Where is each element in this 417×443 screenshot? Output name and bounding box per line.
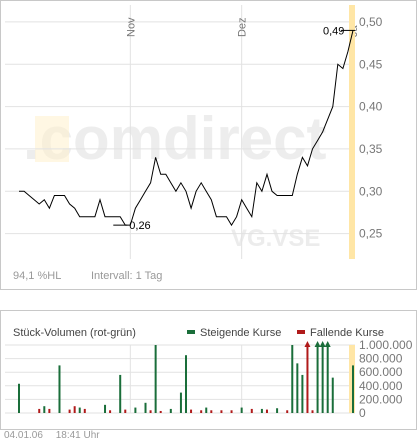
y-tick-label: 0,50 [359,15,383,29]
volume-bar-down [73,406,76,413]
volume-bar-up [331,377,334,413]
price-line [19,30,354,227]
y-tick-label: 0,25 [359,227,383,241]
legend-up-label: Steigende Kurse [200,327,281,339]
volume-bar-up [260,408,263,413]
volume-bar-up [144,402,147,413]
footer-time: 18:41 Uhr [55,430,100,441]
volume-bar-down [311,410,314,413]
hl-label: 94,1 %HL [13,270,61,282]
volume-chart-svg: Stück-Volumen (rot-grün) Steigende Kurse F… [5,327,413,420]
volume-bar-down [159,410,162,413]
y-tick-label: 0,35 [359,142,383,156]
y-tick-label: 0,40 [359,100,383,114]
volume-chart-panel: Stück-Volumen (rot-grün) Steigende Kurse F… [0,310,417,430]
legend-down-swatch [297,330,305,334]
volume-bar-down [38,408,41,413]
volume-tick-label: 0 [359,406,366,420]
overflow-arrow-icon [319,341,326,347]
volume-bar-down [83,408,86,413]
volume-bar-up [321,345,324,413]
volume-tick-label: 600.000 [359,365,403,379]
volume-tick-label: 400.000 [359,379,403,393]
overflow-arrow-icon [314,341,321,347]
volume-bar-up [352,365,354,413]
volume-bar-up [43,406,46,413]
volume-bar-down [190,409,193,413]
volume-bar-up [276,408,279,413]
legend-up-swatch [187,330,195,334]
price-chart-panel: .comdirect VG.VSE 0,25 0,30 0,35 0,40 0,45 0,50… [0,0,417,290]
overflow-arrow-icon [324,341,331,347]
volume-bar-down [220,410,223,413]
interval-label: Intervall: 1 Tag [91,270,162,282]
x-tick-label: Dez [237,17,249,37]
y-tick-label: 0,45 [359,57,383,71]
volume-bar-up [301,374,304,413]
volume-tick-label: 800.000 [359,352,403,366]
volume-bar-down [230,410,233,413]
volume-bar-up [18,383,20,413]
volume-bar-down [124,409,127,413]
volume-bar-down [68,409,71,413]
watermark-symbol: VG.VSE [231,225,320,252]
annotation-label: 0,26 [129,220,150,232]
volume-bar-up [326,345,329,413]
volume-bar-down [48,408,51,413]
volume-bar-up [240,407,243,413]
current-day-band [349,5,355,259]
volume-bar-up [316,345,319,413]
chart-footer: 04.01.06 18:41 Uhr [4,430,110,441]
volume-tick-label: 1.000.000 [359,338,413,352]
volume-bar-up [169,408,172,413]
volume-title: Stück-Volumen (rot-grün) [13,327,136,339]
y-tick-label: 0,30 [359,184,383,198]
volume-bar-down [149,410,152,413]
volume-bar-up [291,345,294,413]
volume-bar-down [286,410,289,413]
volume-bar-down [210,410,213,413]
annotation-label: 0,49 [323,25,344,37]
volume-bar-up [119,374,122,413]
watermark-accent [35,116,69,162]
volume-bar-down [250,408,253,413]
volume-bar-down [200,410,203,413]
legend-down-label: Fallende Kurse [310,327,384,339]
volume-bar-up [179,392,182,413]
overflow-arrow-icon [304,341,311,347]
volume-bar-up [296,363,299,413]
volume-bar-up [185,355,187,413]
volume-bar-down [109,410,112,413]
volume-bar-up [154,345,157,413]
volume-bar-up [104,404,107,413]
volume-bar-up [78,407,81,413]
volume-bar-down [265,409,268,413]
volume-bar-up [205,407,208,413]
volume-tick-label: 200.000 [359,392,403,406]
volume-bar-down [306,345,309,413]
volume-bar-up [134,407,137,413]
footer-date: 04.01.06 [4,430,43,441]
watermark-brand: .comdirect [23,105,326,172]
volume-bar-up [58,365,61,413]
x-tick-label: Nov [125,17,137,37]
price-chart-svg: .comdirect VG.VSE 0,25 0,30 0,35 0,40 0,45 0,50… [5,5,383,282]
